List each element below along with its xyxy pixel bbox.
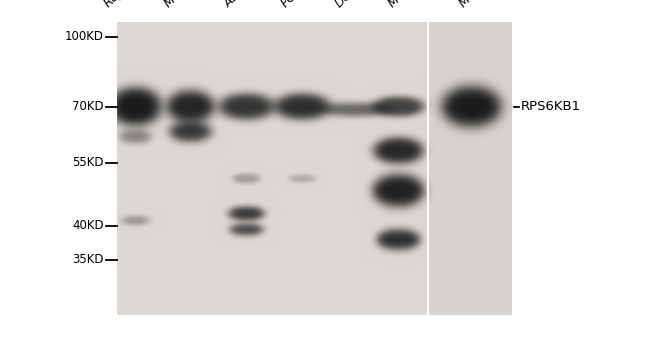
Text: 70KD: 70KD [72,100,104,113]
Text: DU145: DU145 [332,0,371,10]
Text: 35KD: 35KD [72,253,104,266]
Text: Mouse kidney: Mouse kidney [456,0,525,10]
Text: PC3: PC3 [279,0,305,10]
Text: 55KD: 55KD [72,156,104,169]
Text: RPS6KB1: RPS6KB1 [521,100,581,113]
Text: Raji: Raji [101,0,127,10]
Text: MCF7: MCF7 [161,0,195,10]
Text: 100KD: 100KD [65,30,104,43]
Text: 40KD: 40KD [72,219,104,232]
Text: Mouse brain: Mouse brain [386,0,448,10]
Text: A549: A549 [222,0,253,10]
